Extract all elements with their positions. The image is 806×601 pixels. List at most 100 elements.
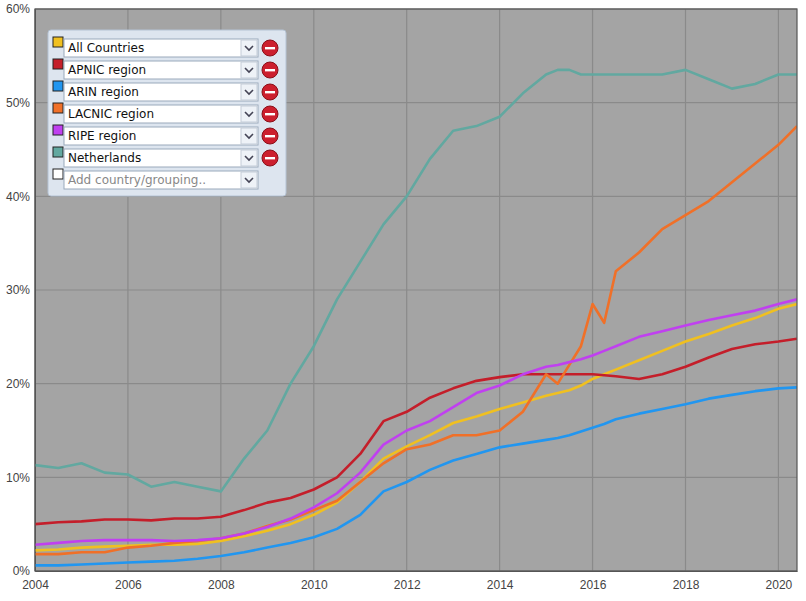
legend-dropdown[interactable] — [64, 149, 258, 167]
tick-label: 2014 — [487, 578, 514, 592]
legend-label: APNIC region — [68, 63, 146, 77]
legend-swatch — [53, 81, 63, 91]
legend-entry[interactable]: Add country/grouping.. — [53, 169, 258, 189]
tick: 50% — [6, 96, 35, 110]
dropdown-button[interactable] — [241, 40, 257, 56]
dropdown-chevron — [245, 178, 253, 182]
legend-label: All Countries — [68, 41, 144, 55]
tick-label: 2008 — [208, 578, 235, 592]
tick-label: 40% — [6, 190, 30, 204]
tick: 2014 — [487, 571, 514, 592]
dropdown-button[interactable] — [241, 150, 257, 166]
dropdown-chevron — [245, 90, 253, 94]
tick: 2018 — [673, 571, 700, 592]
legend-entry[interactable]: APNIC region — [53, 59, 278, 79]
y-axis: 0% 10% 20% 30% 40% 50% 60% — [6, 2, 36, 578]
tick-label: 2018 — [673, 578, 700, 592]
remove-icon — [265, 135, 275, 137]
legend-swatch — [53, 103, 63, 113]
legend-dropdown[interactable] — [64, 127, 258, 145]
grid-line — [35, 383, 797, 384]
tick-label: 2010 — [301, 578, 328, 592]
grid-line — [313, 9, 314, 571]
remove-icon — [265, 157, 275, 159]
remove-button[interactable] — [262, 62, 278, 78]
legend-label: ARIN region — [68, 85, 139, 99]
remove-button[interactable] — [262, 150, 278, 166]
tick: 2010 — [301, 571, 328, 592]
legend-swatch — [53, 169, 63, 179]
tick: 2016 — [580, 571, 607, 592]
dropdown-button[interactable] — [241, 62, 257, 78]
grid-line — [685, 9, 686, 571]
series-line — [35, 387, 797, 565]
legend-label: LACNIC region — [68, 107, 154, 121]
legend-swatch — [53, 37, 63, 47]
legend-entry[interactable]: Netherlands — [53, 147, 278, 167]
remove-icon — [265, 47, 275, 49]
tick-label: 50% — [6, 96, 30, 110]
tick: 2004 — [22, 571, 49, 592]
tick: 10% — [6, 471, 35, 485]
tick-label: 0% — [13, 564, 31, 578]
dropdown-chevron — [245, 46, 253, 50]
series-line — [35, 70, 797, 492]
dropdown-button[interactable] — [241, 172, 257, 188]
legend-dropdown[interactable] — [64, 61, 258, 79]
legend-label: RIPE region — [68, 129, 136, 143]
grid-line — [35, 289, 797, 290]
legend-entry[interactable]: All Countries — [53, 37, 278, 57]
tick: 2020 — [766, 571, 793, 592]
dropdown-button[interactable] — [241, 84, 257, 100]
remove-button[interactable] — [262, 106, 278, 122]
tick: 20% — [6, 377, 35, 391]
tick: 40% — [6, 190, 35, 204]
remove-button[interactable] — [262, 84, 278, 100]
tick-label: 20% — [6, 377, 30, 391]
tick-label: 2020 — [766, 578, 793, 592]
tick: 2006 — [115, 571, 142, 592]
tick-label: 60% — [6, 2, 30, 16]
legend-entry[interactable]: LACNIC region — [53, 103, 278, 123]
series-line — [35, 299, 797, 544]
grid-line — [499, 9, 500, 571]
legend-label: Netherlands — [68, 151, 141, 165]
remove-icon — [265, 113, 275, 115]
plot-background — [35, 9, 797, 571]
tick-label: 2004 — [22, 578, 49, 592]
tick-label: 2012 — [394, 578, 421, 592]
grid-line — [778, 9, 779, 571]
tick-label: 2016 — [580, 578, 607, 592]
remove-icon — [265, 91, 275, 93]
legend-swatch — [53, 125, 63, 135]
legend-entry[interactable]: RIPE region — [53, 125, 278, 145]
legend: All Countries APNIC region ARIN region LACN… — [48, 30, 286, 196]
grid-line — [592, 9, 593, 571]
tick-label: 2006 — [115, 578, 142, 592]
remove-button[interactable] — [262, 128, 278, 144]
dropdown-button[interactable] — [241, 106, 257, 122]
series-line — [35, 339, 797, 524]
tick-label: 30% — [6, 283, 30, 297]
tick-label: 10% — [6, 471, 30, 485]
dropdown-chevron — [245, 112, 253, 116]
dropdown-chevron — [245, 68, 253, 72]
remove-button[interactable] — [262, 40, 278, 56]
legend-dropdown[interactable] — [64, 83, 258, 101]
remove-icon — [265, 69, 275, 71]
legend-box — [48, 30, 286, 196]
legend-entry[interactable]: ARIN region — [53, 81, 278, 101]
legend-dropdown[interactable] — [64, 171, 258, 189]
tick: 2012 — [394, 571, 421, 592]
grid-line — [406, 9, 407, 571]
chart: 0% 10% 20% 30% 40% 50% 60% 2004 2006 2008 2010 2012… — [0, 0, 806, 601]
grid — [35, 9, 797, 571]
dropdown-button[interactable] — [241, 128, 257, 144]
legend-dropdown[interactable] — [64, 105, 258, 123]
legend-swatch — [53, 59, 63, 69]
tick: 2008 — [208, 571, 235, 592]
tick: 0% — [13, 564, 35, 578]
x-axis: 2004 2006 2008 2010 2012 2014 2016 2018 2020 — [22, 571, 797, 592]
legend-dropdown[interactable] — [64, 39, 258, 57]
dropdown-chevron — [245, 156, 253, 160]
